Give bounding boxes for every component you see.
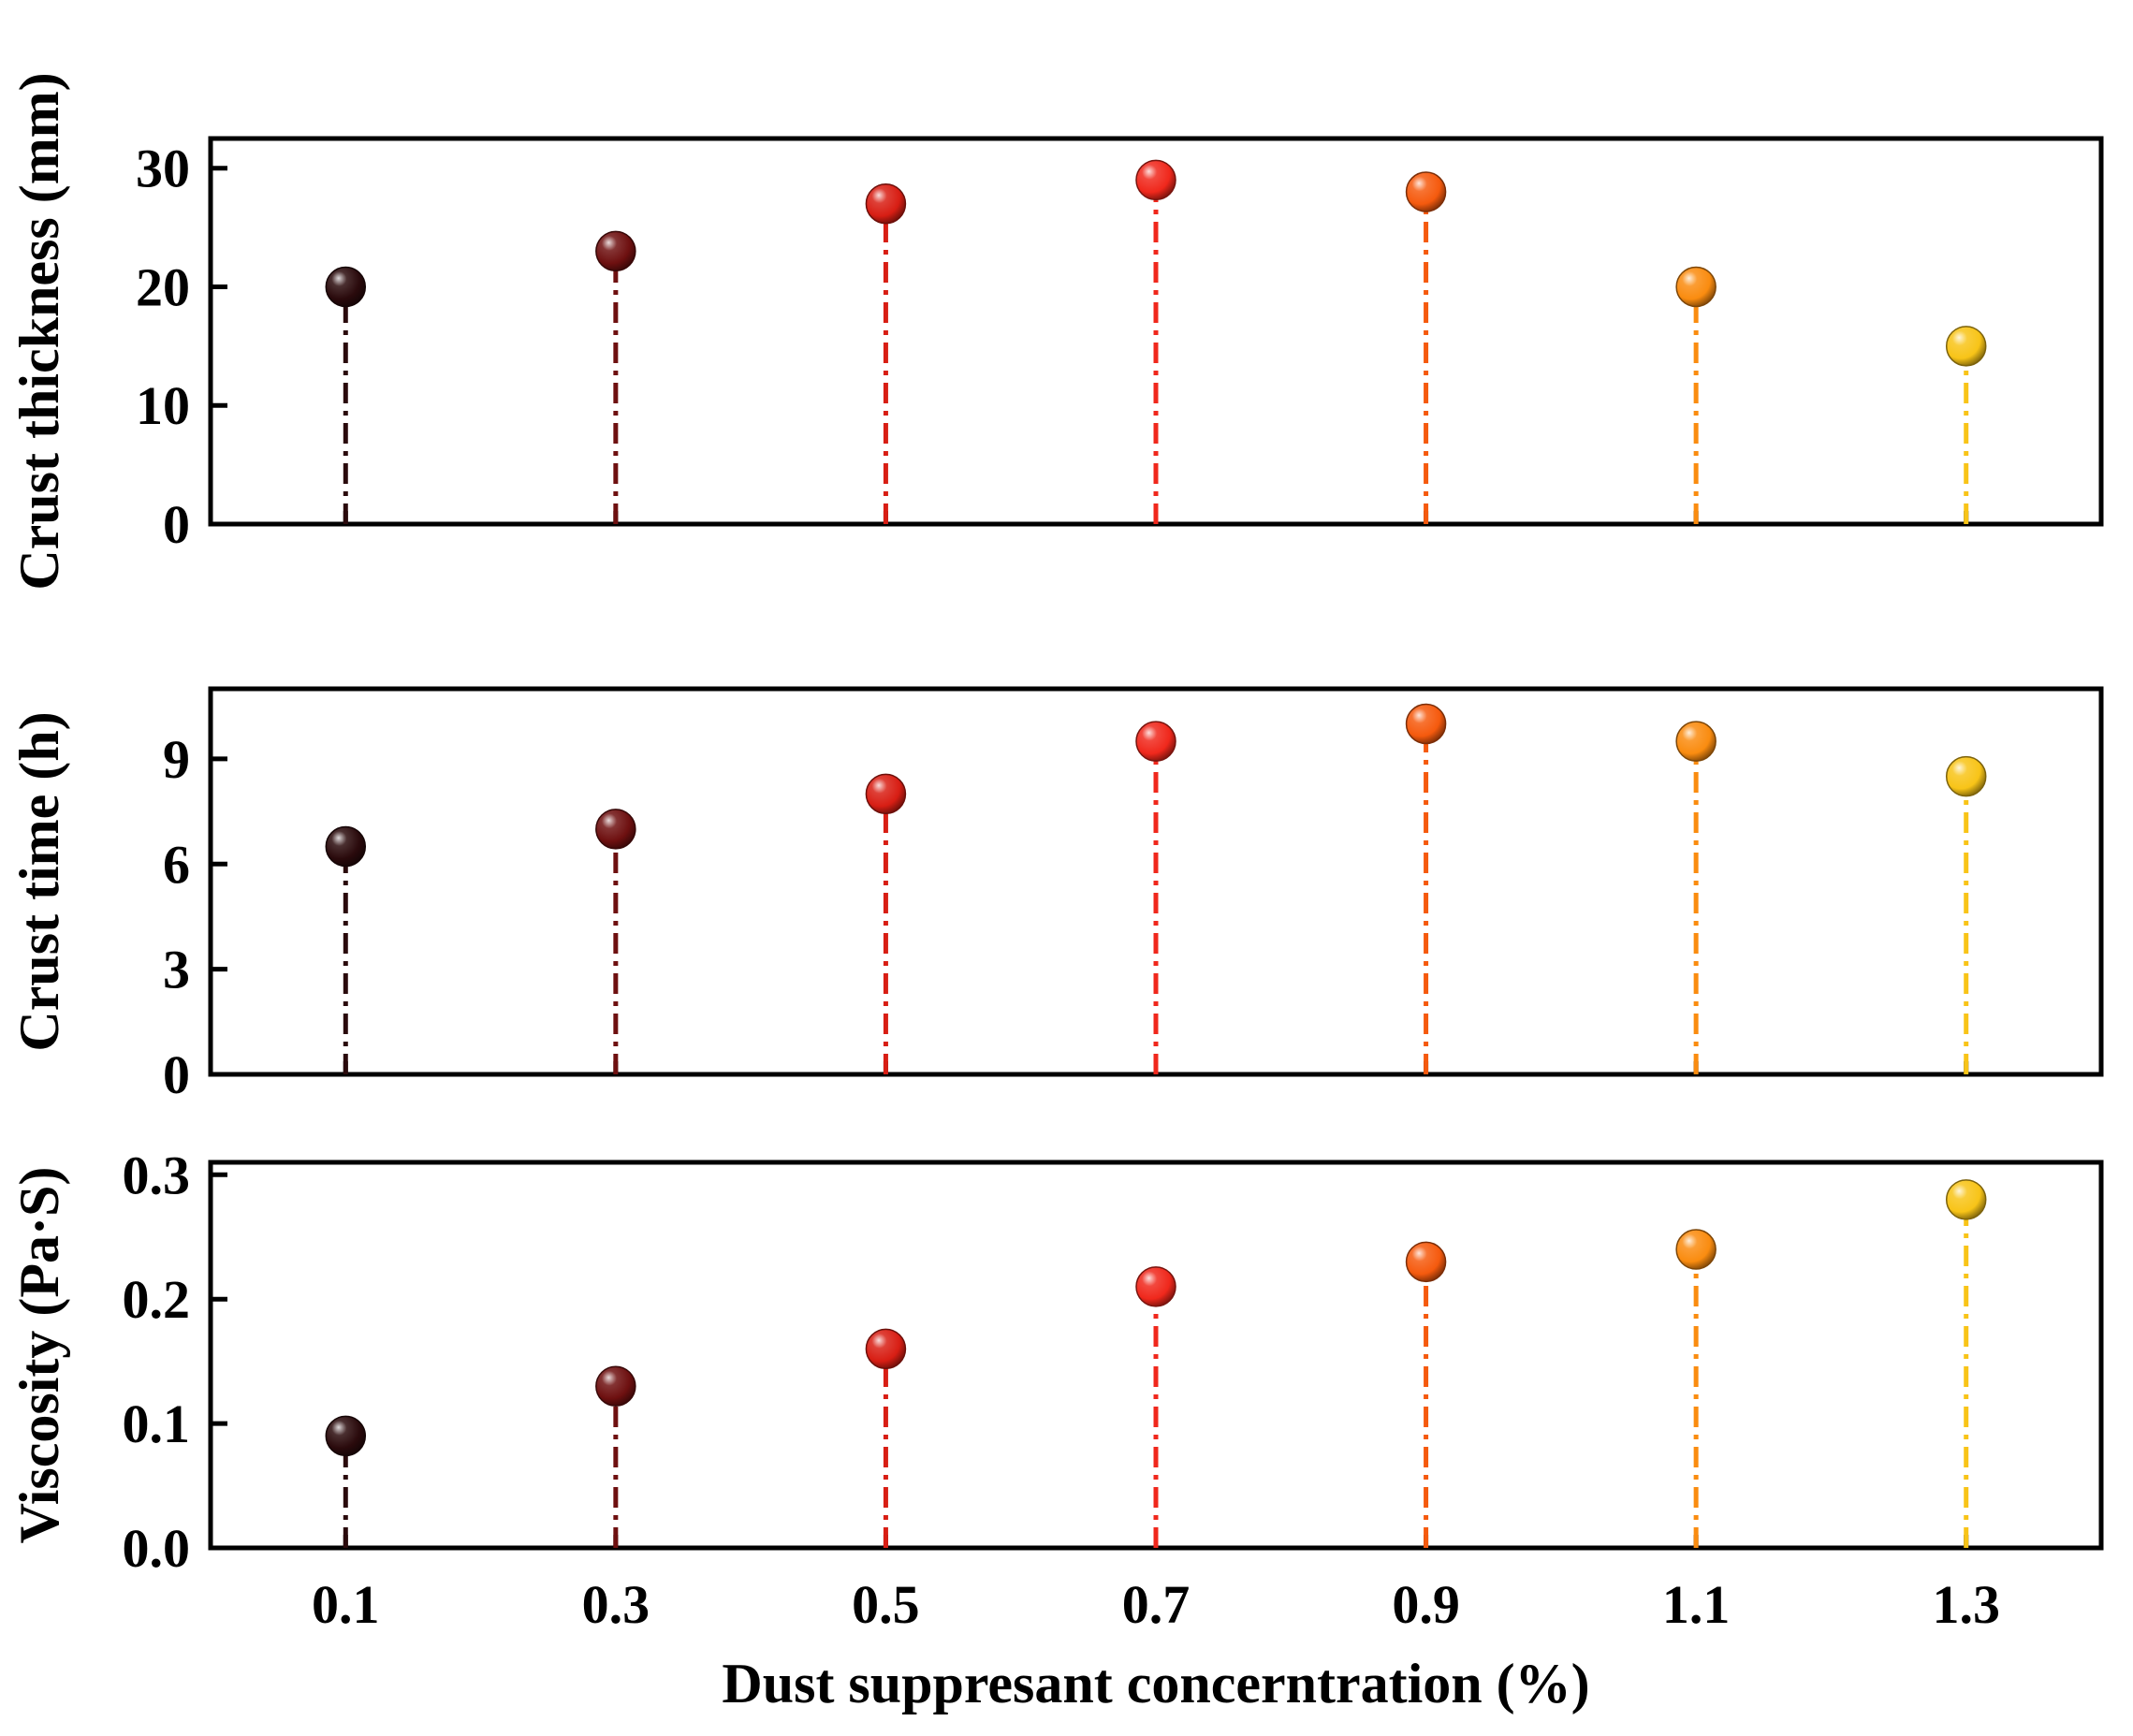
data-point <box>865 182 907 225</box>
data-point <box>1135 721 1176 762</box>
data-point <box>595 1365 636 1407</box>
data-point <box>1675 266 1717 308</box>
y-tick-label: 6 <box>163 834 190 895</box>
y-tick-label: 10 <box>136 375 190 436</box>
y-tick-label: 0.0 <box>123 1518 191 1579</box>
data-point <box>1405 703 1447 745</box>
y-tick-label: 30 <box>136 139 190 199</box>
data-point <box>1675 721 1717 762</box>
y-axis-title: Crust time (h) <box>8 711 70 1051</box>
y-axis-title: Viscosity (Pa·S) <box>8 1167 70 1544</box>
data-point <box>1405 171 1447 212</box>
data-point <box>1135 159 1176 201</box>
y-tick-label: 0.2 <box>123 1269 191 1330</box>
data-point <box>1945 755 1987 797</box>
panel-1: 0 10 20 30 Crust thickness (mm) <box>8 72 2104 591</box>
x-tick-label: 0.5 <box>852 1574 920 1635</box>
y-tick-label: 0.3 <box>123 1145 191 1205</box>
data-point <box>1945 326 1987 367</box>
data-point <box>325 1415 367 1457</box>
y-tick-label: 0.1 <box>123 1393 191 1454</box>
x-tick-label: 1.1 <box>1662 1574 1731 1635</box>
data-point <box>865 1328 907 1370</box>
y-tick-label: 0 <box>163 1044 190 1105</box>
y-axis-title: Crust thickness (mm) <box>8 72 70 590</box>
data-point <box>595 809 636 850</box>
panel-3: 0.0 0.1 0.2 0.3 Viscosity (Pa·S) <box>8 1145 2104 1579</box>
data-point <box>595 230 636 272</box>
y-tick-label: 0 <box>163 494 190 555</box>
x-axis-title: Dust suppresant concerntration (%) <box>722 1653 1589 1714</box>
x-tick-label: 1.3 <box>1932 1574 2000 1635</box>
data-point <box>865 773 907 815</box>
data-point <box>325 825 367 868</box>
data-point <box>325 266 367 308</box>
data-point <box>1135 1266 1176 1307</box>
data-point <box>1405 1241 1447 1283</box>
x-tick-label: 0.7 <box>1122 1574 1191 1635</box>
x-tick-label: 0.3 <box>582 1574 650 1635</box>
data-point <box>1945 1179 1987 1220</box>
y-tick-label: 20 <box>136 256 190 317</box>
y-tick-label: 3 <box>163 940 190 1000</box>
panel-2: 0 3 6 9 Crust time (h) <box>8 686 2104 1105</box>
data-point <box>1675 1229 1717 1270</box>
x-tick-label: 0.1 <box>312 1574 380 1635</box>
y-tick-label: 9 <box>163 729 190 790</box>
x-tick-label: 0.9 <box>1392 1574 1460 1635</box>
